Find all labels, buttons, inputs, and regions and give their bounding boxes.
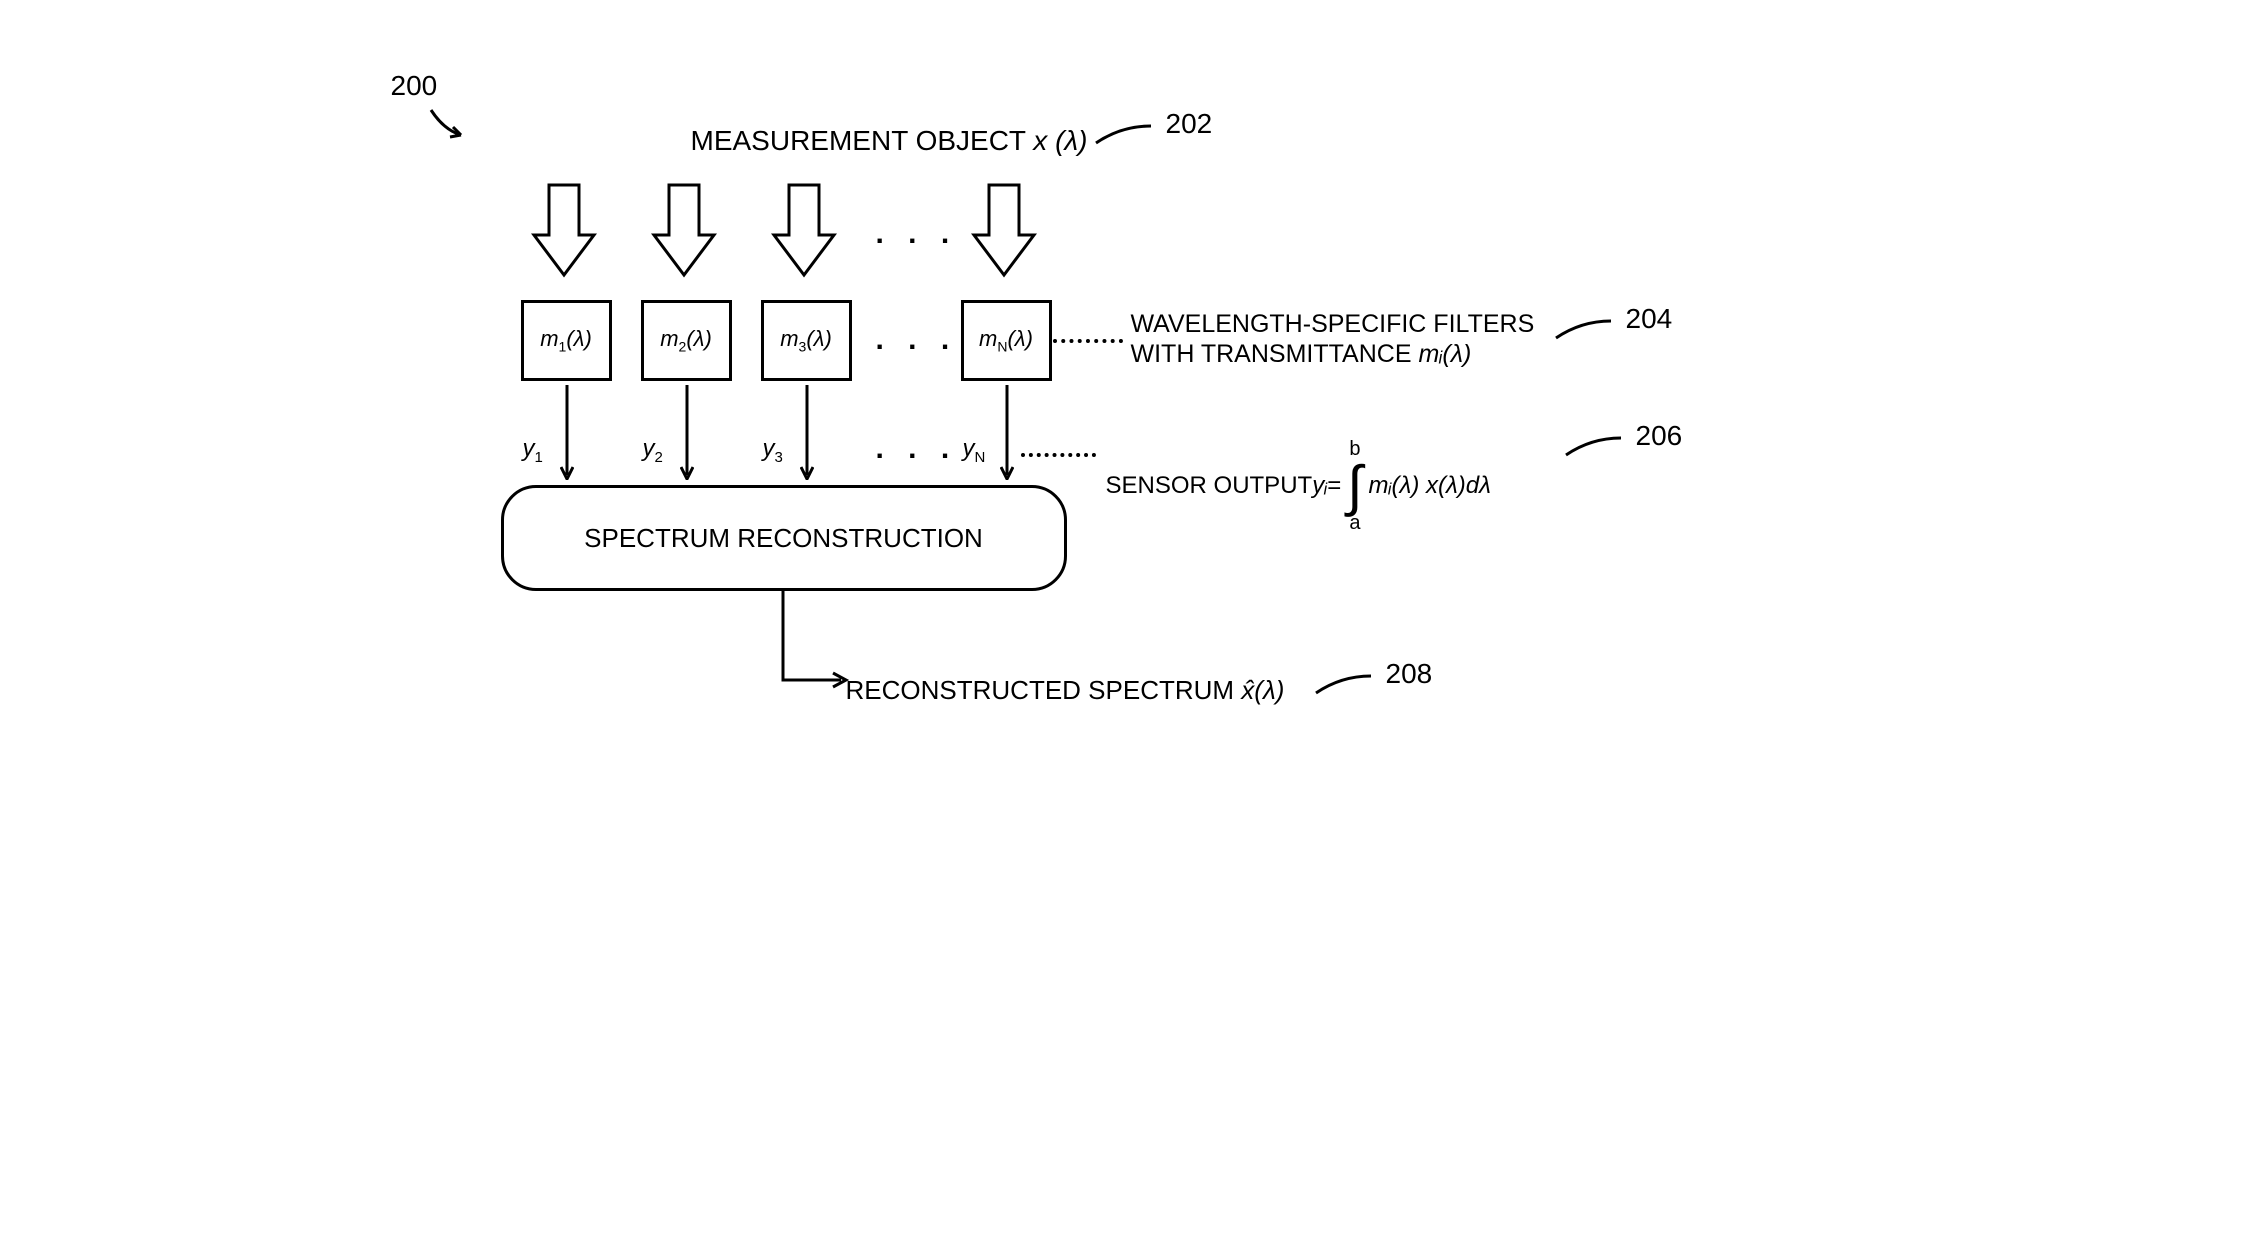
ellipsis-bottom: . . . [876,432,958,466]
block-arrow-icon [649,180,719,280]
filter-side-line1: WAVELENGTH-SPECIFIC FILTERS [1131,309,1535,339]
leader-206-icon [1561,430,1631,465]
y3-sub: 3 [775,449,783,466]
ref-204: 204 [1626,303,1673,335]
output-y1: y1 [523,435,543,466]
ellipsis-top: . . . [876,217,958,251]
output-yn: yN [963,435,986,466]
block-arrow-icon [529,180,599,280]
spectrometer-diagram: 200 MEASUREMENT OBJECT x (λ) 202 m1(λ) y… [371,40,1871,940]
elbow-arrow-icon [776,590,856,695]
sensor-output-prefix: SENSOR OUTPUT [1106,472,1313,500]
sensor-output-label: SENSOR OUTPUT yᵢ = b ∫ a mᵢ(λ) x(λ)dλ [1106,440,1491,532]
filter-3-arg: (λ) [806,326,831,351]
reconstruction-label: SPECTRUM RECONSTRUCTION [584,523,983,554]
measurement-object-text: MEASUREMENT OBJECT [691,125,1034,156]
filter-2-var: m [660,326,678,351]
integral-symbol: ∫ [1347,458,1362,514]
block-arrow-icon [769,180,839,280]
dotted-connector-outputs [1021,453,1096,457]
y2-sub: 2 [655,449,663,466]
reconstructed-spectrum-label: RECONSTRUCTED SPECTRUM x̂(λ) [846,675,1285,706]
ref-206: 206 [1636,420,1683,452]
output-y3: y3 [763,435,783,466]
filter-n-arg: (λ) [1007,326,1032,351]
ref-208: 208 [1386,658,1433,690]
integral-lower: a [1349,514,1360,532]
measurement-object-func: x (λ) [1033,125,1087,156]
output-y2: y2 [643,435,663,466]
integrand: mᵢ(λ) x(λ)dλ [1369,472,1491,500]
thin-arrow-icon [560,385,574,480]
filter-box-3: m3(λ) [761,300,852,381]
thin-arrow-icon [800,385,814,480]
reconstructed-prefix: RECONSTRUCTED SPECTRUM [846,675,1242,705]
y3-var: y [763,435,775,462]
sensor-output-lhs: yᵢ [1312,472,1327,500]
sensor-output-eq: = [1327,472,1341,500]
y2-var: y [643,435,655,462]
block-arrow-icon [969,180,1039,280]
leader-208-icon [1311,668,1381,703]
measurement-object-label: MEASUREMENT OBJECT x (λ) [691,125,1088,157]
integral-icon: b ∫ a [1347,440,1362,532]
thin-arrow-icon [680,385,694,480]
yn-var: y [963,435,975,462]
filter-box-n: mN(λ) [961,300,1052,381]
reconstruction-box: SPECTRUM RECONSTRUCTION [501,485,1067,591]
filter-box-1: m1(λ) [521,300,612,381]
reconstructed-func: x̂(λ) [1241,675,1284,705]
dotted-connector-filters [1053,339,1123,343]
filter-n-sub: N [997,339,1007,355]
hook-arrow-icon [426,105,476,145]
leader-202-icon [1091,118,1161,153]
filter-side-line2-prefix: WITH TRANSMITTANCE [1131,340,1419,368]
thin-arrow-icon [1000,385,1014,480]
ellipsis-mid: . . . [876,323,958,357]
y1-var: y [523,435,535,462]
filter-box-2: m2(λ) [641,300,732,381]
filter-1-arg: (λ) [566,326,591,351]
figure-ref-number: 200 [391,70,438,102]
filter-n-var: m [979,326,997,351]
ref-202: 202 [1166,108,1213,140]
filter-2-arg: (λ) [686,326,711,351]
filter-1-var: m [540,326,558,351]
filter-side-label: WAVELENGTH-SPECIFIC FILTERS WITH TRANSMI… [1131,309,1535,369]
yn-sub: N [975,449,986,466]
filter-side-line2-func: mᵢ(λ) [1418,340,1471,368]
leader-204-icon [1551,313,1621,348]
y1-sub: 1 [535,449,543,466]
filter-3-var: m [780,326,798,351]
